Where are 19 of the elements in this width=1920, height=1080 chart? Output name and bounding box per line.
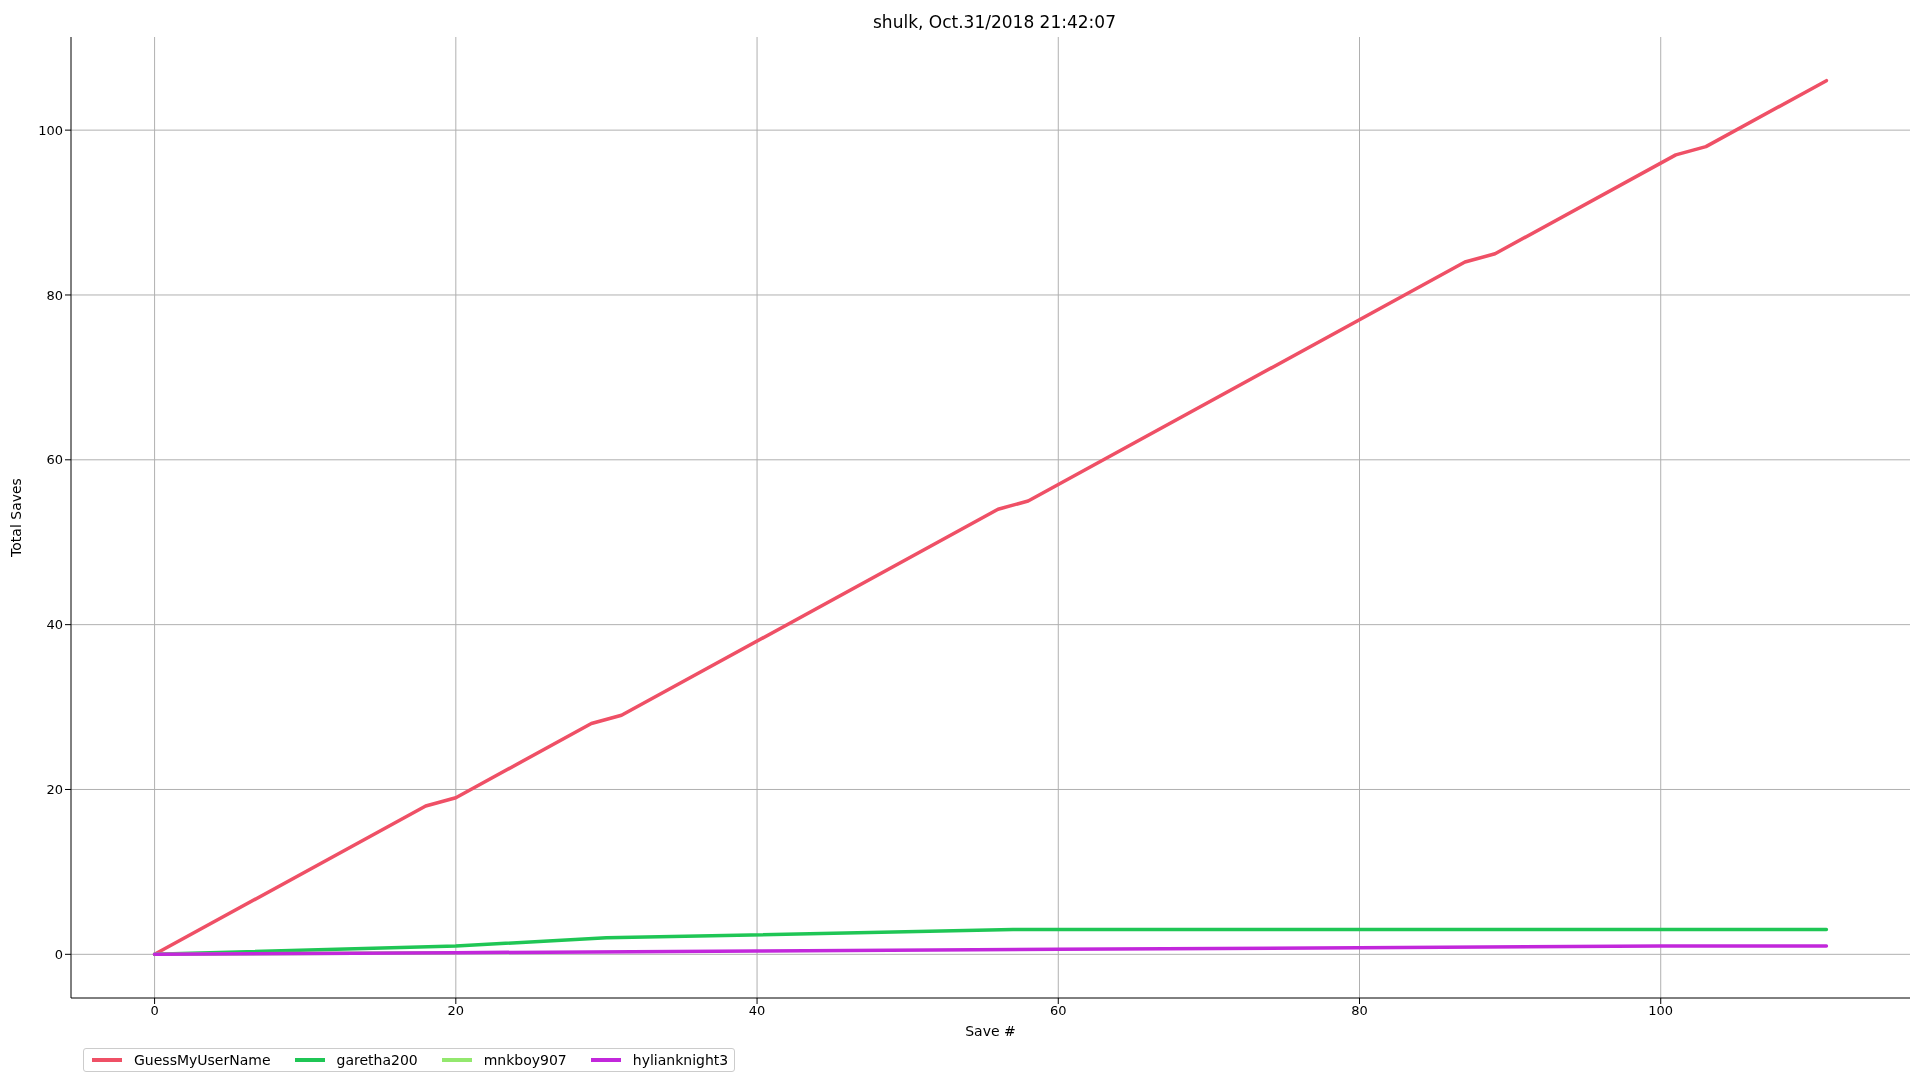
y-axis-title: Total Saves [7,478,24,558]
y-tick-label: 20 [46,782,63,798]
y-tick-label: 80 [46,287,63,303]
x-tick-label: 40 [748,1003,766,1019]
legend-label: GuessMyUserName [134,1052,271,1068]
legend-label: mnkboy907 [483,1052,567,1068]
chart-title: shulk, Oct.31/2018 21:42:07 [872,12,1117,32]
legend-label: hylianknight3 [632,1052,729,1068]
x-tick-label: 100 [1648,1003,1674,1019]
x-tick-label: 60 [1050,1003,1067,1019]
y-tick-label: 100 [38,122,63,138]
x-tick-label: 80 [1351,1003,1368,1019]
x-axis-title: Save # [965,1022,1016,1039]
legend-label: garetha200 [336,1052,418,1068]
y-tick-label: 40 [46,617,63,633]
x-tick-label: 20 [447,1003,465,1019]
x-tick-label: 0 [150,1003,159,1019]
y-tick-label: 0 [54,946,63,962]
y-tick-label: 60 [46,452,63,468]
